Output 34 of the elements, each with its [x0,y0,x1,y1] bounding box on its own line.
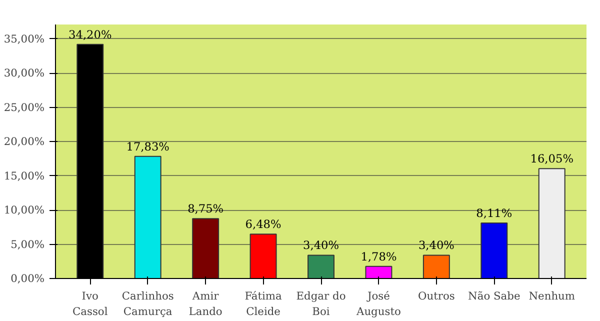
data-label: 17,83% [126,139,170,154]
y-tick-label: 5,00% [10,238,45,251]
x-tick-label: Outros [418,290,455,302]
data-label: 16,05% [530,152,574,166]
x-tick-label: Não Sabe [468,290,520,302]
y-tick-label: 10,00% [4,204,45,217]
data-label: 8,11% [476,206,512,220]
data-label: 6,48% [245,217,282,232]
x-tick-label: Fátima Cleide [244,290,283,318]
bar [538,168,566,278]
bar [308,254,334,278]
bar [480,222,508,278]
y-tick-label: 15,00% [4,169,45,182]
x-tick-label: José Augusto [356,290,401,318]
data-label: 8,75% [188,202,224,216]
y-tick-label: 25,00% [4,100,45,114]
bar [134,156,162,278]
x-tick-label: Edgar do Boi [296,290,346,318]
x-tick-label: Carlinhos Camurça [122,290,174,318]
bar [365,266,392,278]
data-label: 3,40% [418,238,455,252]
bar [192,218,220,278]
bar [250,234,277,278]
data-label: 3,40% [303,238,340,252]
bar [422,254,450,278]
x-tick-label: Amir Lando [188,290,222,318]
x-tick-label: Ivo Cassol [72,290,108,318]
y-tick-label: 0,00% [10,272,45,285]
x-tick-label: Nenhum [528,290,576,302]
data-label: 1,78% [360,249,397,264]
data-label: 34,20% [68,27,112,42]
y-tick-label: 30,00% [4,66,45,80]
y-tick-label: 35,00% [4,32,45,46]
y-tick-label: 20,00% [4,135,45,148]
